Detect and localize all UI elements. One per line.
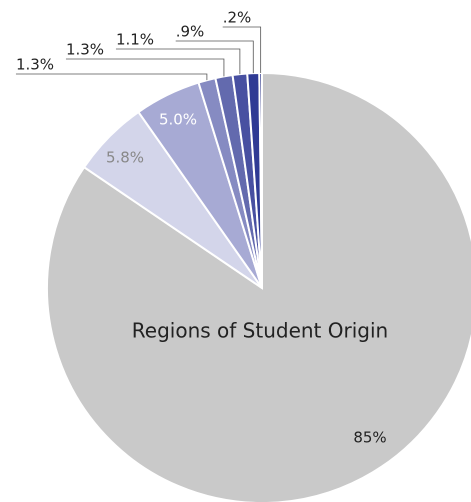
data-label: 5.0%	[159, 111, 197, 129]
leader-line	[222, 26, 262, 74]
data-label: 1.1%	[116, 31, 154, 49]
leader-line	[115, 48, 241, 75]
leader-line	[65, 58, 225, 77]
leader-line	[15, 73, 208, 81]
chart-title: Regions of Student Origin	[132, 319, 388, 343]
data-label: 1.3%	[16, 56, 54, 74]
data-label: 85%	[353, 429, 386, 447]
data-label: 5.8%	[106, 149, 144, 167]
pie-slice	[258, 71, 263, 289]
data-label: .2%	[223, 9, 252, 27]
leader-line	[175, 40, 254, 74]
data-label: 1.3%	[66, 41, 104, 59]
data-label: .9%	[176, 23, 205, 41]
pie-slice	[46, 71, 471, 502]
